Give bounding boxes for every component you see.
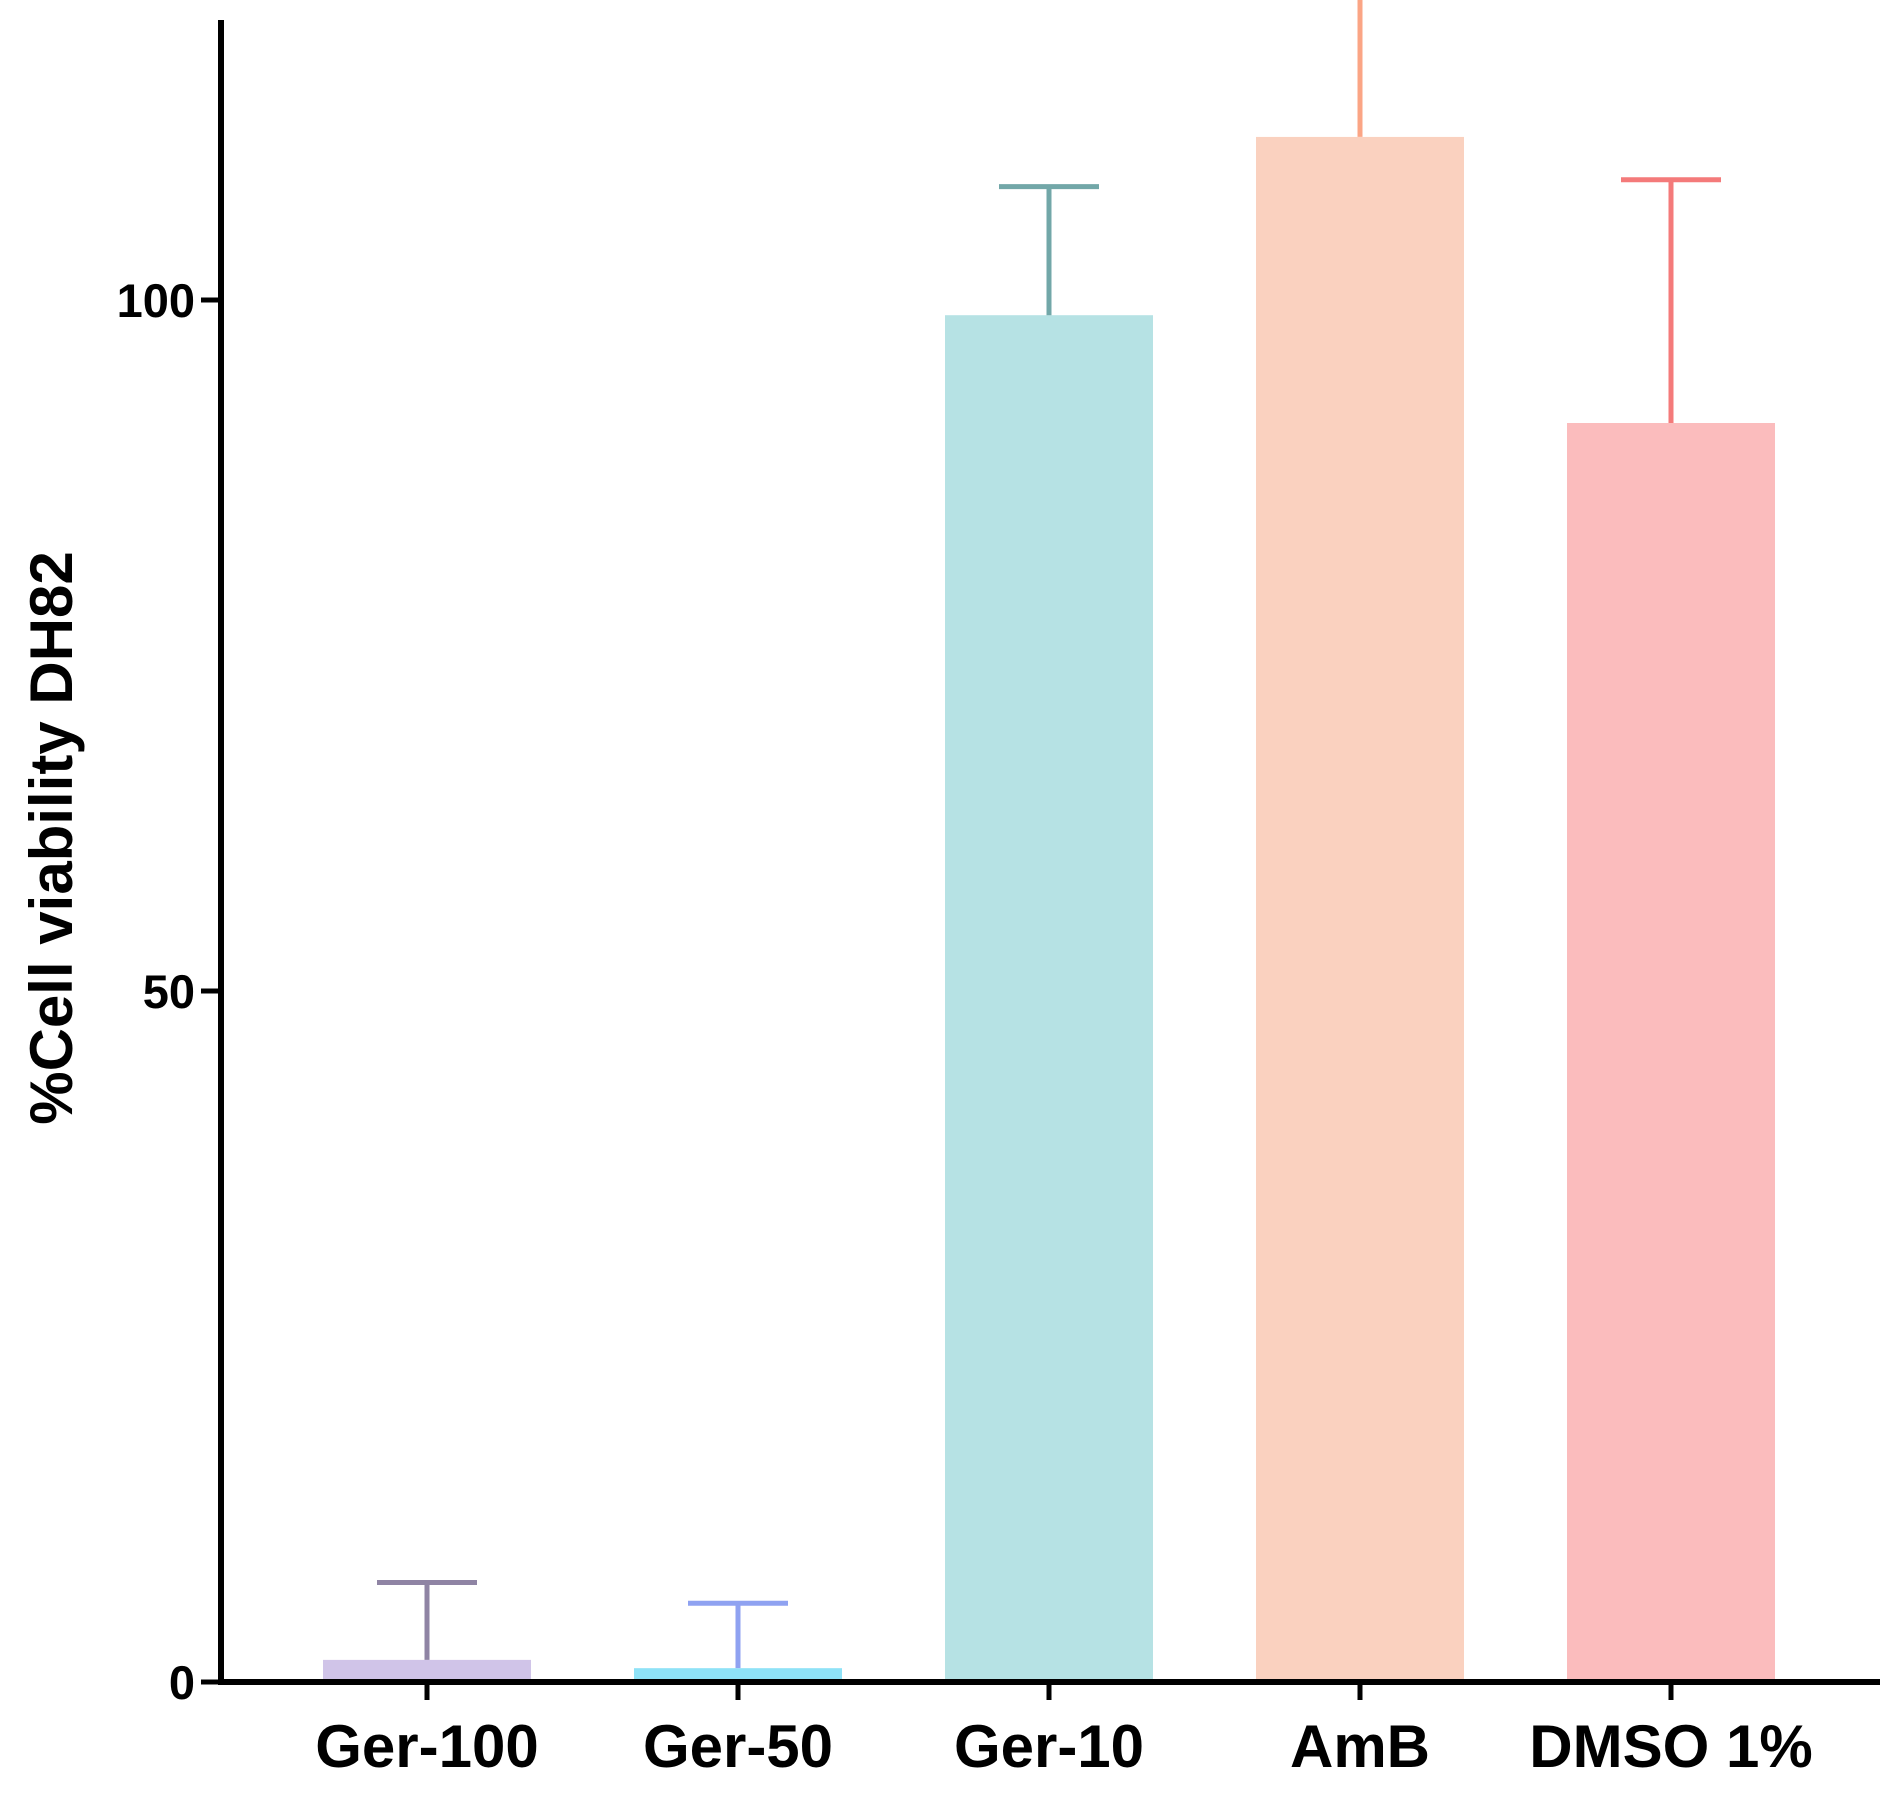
x-label-amb: AmB — [1290, 1713, 1430, 1780]
error-bars-layer — [377, 0, 1721, 1669]
y-tick-label-50: 50 — [143, 965, 195, 1018]
bar-ger-50 — [634, 1668, 842, 1682]
bar-ger-10 — [945, 315, 1153, 1682]
y-tick-label-100: 100 — [117, 274, 195, 327]
error-bar-ger-100 — [377, 1579, 477, 1660]
bar-ger-100 — [323, 1659, 531, 1682]
error-bar-ger-50 — [688, 1600, 788, 1669]
x-label-ger-100: Ger-100 — [315, 1713, 538, 1780]
error-bar-dmso-1- — [1621, 177, 1721, 423]
x-label-ger-50: Ger-50 — [643, 1713, 833, 1780]
y-tick-label-0: 0 — [169, 1656, 195, 1709]
x-ticks-layer: Ger-100 Ger-50 Ger-10 AmB DMSO 1% — [315, 1682, 1813, 1780]
y-ticks-layer: 0 50 100 — [117, 274, 221, 1709]
bar-dmso-1- — [1567, 422, 1775, 1682]
error-bar-amb — [1357, 0, 1363, 137]
x-label-dmso-1-: DMSO 1% — [1529, 1713, 1812, 1780]
y-axis-title: %Cell viability DH82 — [18, 551, 85, 1125]
bar-amb — [1256, 136, 1464, 1683]
error-bar-ger-10 — [999, 184, 1099, 316]
bars-layer — [323, 136, 1775, 1683]
x-label-ger-10: Ger-10 — [954, 1713, 1144, 1780]
